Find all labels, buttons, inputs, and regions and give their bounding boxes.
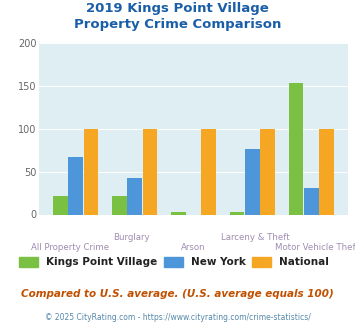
Bar (201, 129, 216, 214)
Text: Arson: Arson (181, 243, 206, 252)
Bar (112, 196, 127, 214)
Text: Property Crime Comparison: Property Crime Comparison (74, 18, 281, 31)
Bar (53, 196, 68, 214)
Bar (69, 157, 83, 214)
Bar (127, 178, 142, 214)
Bar (143, 129, 157, 214)
Text: Burglary: Burglary (113, 233, 150, 242)
Bar (304, 188, 318, 214)
Bar (319, 129, 334, 214)
Text: © 2025 CityRating.com - https://www.cityrating.com/crime-statistics/: © 2025 CityRating.com - https://www.city… (45, 314, 310, 322)
Text: All Property Crime: All Property Crime (31, 243, 109, 252)
Bar (245, 149, 260, 214)
Bar (84, 129, 98, 214)
Bar (260, 129, 275, 214)
Text: Compared to U.S. average. (U.S. average equals 100): Compared to U.S. average. (U.S. average … (21, 289, 334, 299)
Text: 2019 Kings Point Village: 2019 Kings Point Village (86, 2, 269, 15)
Bar (230, 212, 244, 215)
Text: Motor Vehicle Theft: Motor Vehicle Theft (275, 243, 355, 252)
Legend: Kings Point Village, New York, National: Kings Point Village, New York, National (20, 256, 329, 267)
Text: Larceny & Theft: Larceny & Theft (221, 233, 290, 242)
Bar (171, 212, 186, 215)
Bar (289, 83, 303, 214)
